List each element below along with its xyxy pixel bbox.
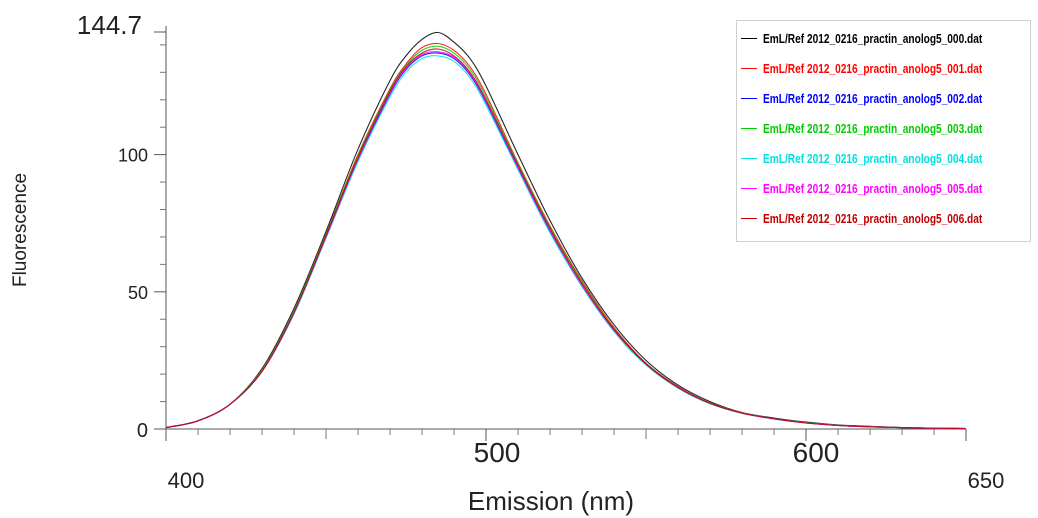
series-line-6 [165, 48, 967, 430]
legend-label: EmL/Ref 2012_0216_practin_anolog5_002.da… [763, 90, 983, 106]
legend-item: EmL/Ref 2012_0216_practin_anolog5_005.da… [741, 177, 1038, 199]
legend-item: EmL/Ref 2012_0216_practin_anolog5_000.da… [741, 27, 1038, 49]
series-layer [165, 31, 967, 430]
series-line-0 [165, 31, 967, 430]
y-tick-label: 144.7 [77, 10, 142, 40]
legend-label: EmL/Ref 2012_0216_practin_anolog5_000.da… [763, 30, 983, 46]
legend-label: EmL/Ref 2012_0216_practin_anolog5_003.da… [763, 120, 983, 136]
legend-item: EmL/Ref 2012_0216_practin_anolog5_006.da… [741, 207, 1038, 229]
legend-swatch [741, 67, 757, 69]
x-tick-label: 400 [168, 468, 205, 493]
y-tick-label: 0 [137, 420, 148, 442]
legend-swatch [741, 37, 757, 39]
legend-swatch [741, 157, 757, 159]
legend: EmL/Ref 2012_0216_practin_anolog5_000.da… [736, 20, 1031, 242]
legend-item: EmL/Ref 2012_0216_practin_anolog5_004.da… [741, 147, 1038, 169]
x-tick-label: 600 [793, 437, 840, 468]
x-tick-label: 650 [968, 468, 1005, 493]
legend-swatch [741, 97, 757, 99]
x-axis-label: Emission (nm) [468, 486, 634, 516]
legend-label: EmL/Ref 2012_0216_practin_anolog5_006.da… [763, 210, 983, 226]
legend-label: EmL/Ref 2012_0216_practin_anolog5_001.da… [763, 60, 983, 76]
legend-item: EmL/Ref 2012_0216_practin_anolog5_003.da… [741, 117, 1038, 139]
axes: 0 50 100 144.7 400 500 600 650 [77, 10, 1004, 493]
y-tick-label: 50 [128, 283, 148, 303]
legend-item: EmL/Ref 2012_0216_practin_anolog5_001.da… [741, 57, 1038, 79]
legend-swatch [741, 127, 757, 129]
legend-item: EmL/Ref 2012_0216_practin_anolog5_002.da… [741, 87, 1038, 109]
legend-label: EmL/Ref 2012_0216_practin_anolog5_004.da… [763, 150, 983, 166]
legend-label: EmL/Ref 2012_0216_practin_anolog5_005.da… [763, 180, 983, 196]
x-tick-label: 500 [474, 437, 521, 468]
legend-swatch [741, 217, 757, 219]
y-tick-label: 100 [118, 146, 148, 166]
y-axis-label: Fluorescence [10, 173, 31, 287]
legend-swatch [741, 187, 757, 189]
